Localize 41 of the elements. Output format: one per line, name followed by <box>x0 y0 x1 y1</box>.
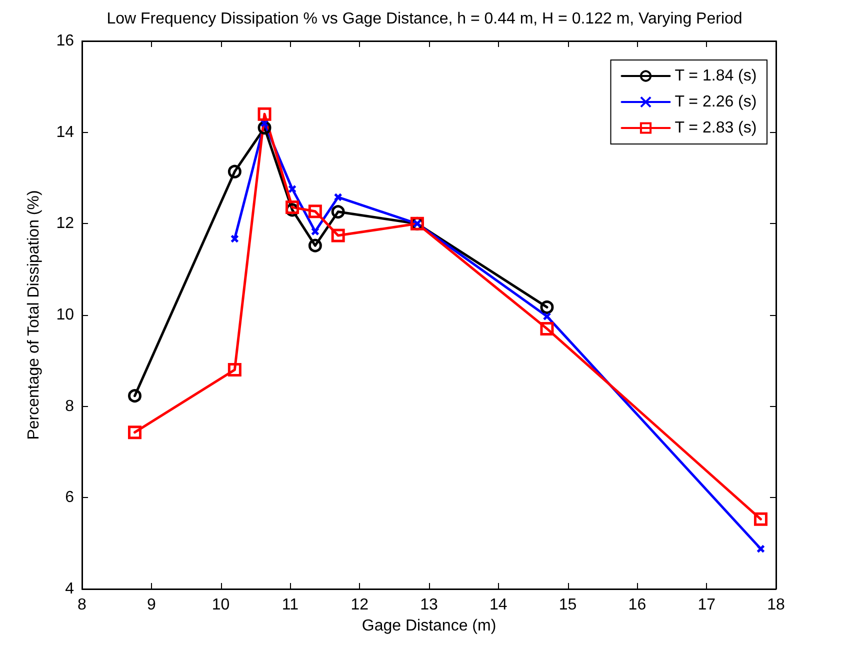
legend-label: T = 2.83 (s) <box>674 120 757 136</box>
y-tick-label: 12 <box>56 215 74 232</box>
x-axis-title: Gage Distance (m) <box>362 617 496 634</box>
point <box>331 228 345 242</box>
point <box>228 164 242 178</box>
legend-label: T = 2.26 (s) <box>674 94 757 110</box>
point <box>308 204 322 218</box>
point <box>331 205 345 219</box>
point <box>334 192 342 202</box>
point <box>258 107 272 121</box>
point <box>286 200 300 214</box>
y-axis-title: Percentage of Total Dissipation (%) <box>26 190 42 440</box>
x-tick-label: 16 <box>628 596 646 614</box>
y-tick-label: 8 <box>65 398 74 415</box>
point <box>540 300 554 314</box>
y-tick-label: 4 <box>65 580 74 598</box>
x-tick-label: 13 <box>420 596 438 614</box>
point <box>288 184 297 194</box>
point <box>310 227 320 236</box>
y-tick-label: 6 <box>65 489 74 506</box>
x-tick-label: 17 <box>698 596 716 614</box>
x-tick-label: 8 <box>78 596 87 614</box>
x-tick-label: 18 <box>767 596 785 614</box>
point <box>754 512 768 526</box>
chart-title: Low Frequency Dissipation % vs Gage Distance, h = 0.44 m, H = 0.122 m, Varying Period <box>106 10 742 28</box>
x-tick-label: 12 <box>350 596 369 614</box>
x-tick-label: 14 <box>490 596 508 614</box>
x-tick-label: 11 <box>282 596 299 614</box>
y-tick-label: 10 <box>56 306 74 324</box>
point <box>540 322 554 336</box>
point <box>128 389 142 403</box>
point <box>228 363 242 377</box>
point <box>308 238 322 252</box>
point <box>128 426 142 440</box>
y-tick-label: 14 <box>56 124 74 141</box>
point <box>542 312 552 321</box>
x-tick-label: 9 <box>146 596 156 614</box>
x-tick-label: 10 <box>212 596 230 614</box>
legend-label: T = 1.84 (s) <box>674 68 757 84</box>
x-tick-label: 15 <box>558 596 577 614</box>
y-tick-label: 16 <box>56 32 74 50</box>
